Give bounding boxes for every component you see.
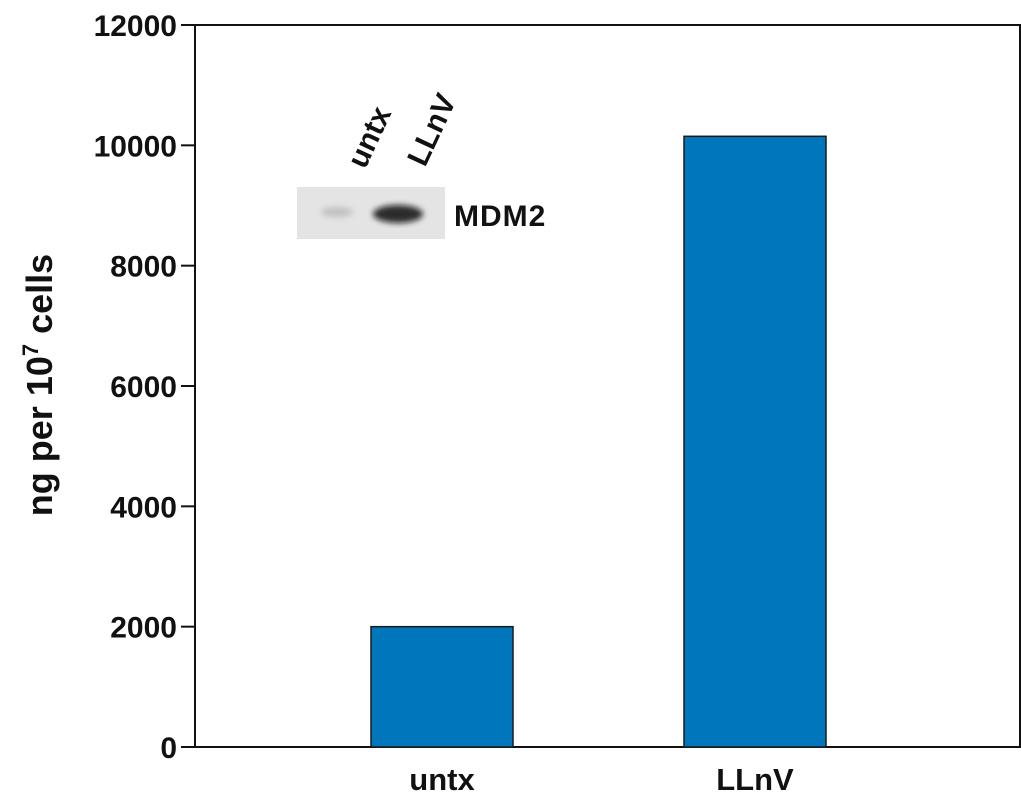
plot-frame [194,24,1021,748]
blot-protein-label: MDM2 [454,200,546,233]
western-blot-inset: untx LLnV MDM2 [297,89,546,239]
bar-untx [370,625,514,748]
bar-llnv [683,135,827,748]
blot-band-untx [321,207,353,217]
blot-lane-label-untx: untx [341,101,398,173]
y-axis-ticks: 0 2000 4000 6000 8000 10000 12000 [94,10,195,765]
y-axis-label-exponent: 7 [18,344,43,356]
y-axis-label: ng per 107 cells [18,254,60,516]
x-category-label: LLnV [716,762,794,797]
y-axis-label-tail: cells [19,254,60,344]
y-tick-label: 6000 [110,371,177,404]
y-tick-label: 10000 [94,130,177,163]
x-axis-labels: untx LLnV [409,762,794,797]
y-tick-label: 4000 [110,491,177,524]
y-tick-label: 2000 [110,612,177,645]
y-tick-label: 0 [160,732,177,765]
y-axis-label-main: ng per 10 [19,356,60,516]
x-category-label: untx [409,762,475,797]
y-tick-label: 8000 [110,251,177,284]
bar-series [370,135,827,748]
blot-lane-label-llnv: LLnV [401,89,463,171]
y-tick-label: 12000 [94,10,177,43]
blot-band-llnv [373,205,423,223]
